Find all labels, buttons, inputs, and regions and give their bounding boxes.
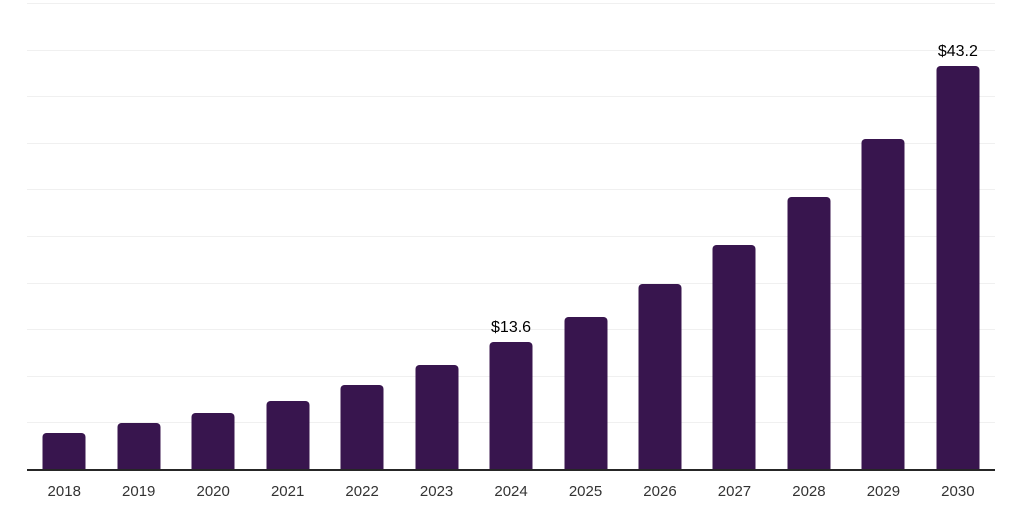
x-tick-label: 2026 — [643, 483, 677, 500]
bar — [266, 400, 310, 469]
bar-group-2026 — [623, 3, 697, 469]
bar-group-2018 — [27, 3, 101, 469]
bar — [415, 364, 459, 469]
bar-value-label: $13.6 — [491, 319, 532, 337]
bar-group-2023 — [399, 3, 473, 469]
bar-group-2019 — [101, 3, 175, 469]
bar — [117, 423, 161, 469]
bar — [340, 385, 384, 469]
x-tick-label: 2020 — [196, 483, 230, 500]
bar — [638, 284, 682, 469]
x-tick-label: 2027 — [717, 483, 752, 500]
bar — [191, 413, 235, 469]
gridline — [27, 142, 995, 144]
bar-group-2029 — [846, 3, 920, 469]
bar — [861, 139, 905, 469]
x-axis-labels: 2018 2019 2020 2021 2022 2023 2024 2025 2026 2027… — [27, 484, 995, 499]
bar — [42, 432, 86, 469]
x-tick-label: 2024 — [494, 483, 528, 500]
x-tick-label: 2028 — [792, 483, 826, 500]
x-tick-label: 2023 — [419, 483, 454, 500]
bar-group-2025 — [548, 3, 622, 469]
gridline — [27, 282, 995, 284]
bar — [936, 66, 980, 469]
bar-group-2030: $43.2 — [921, 3, 995, 469]
gridline — [27, 189, 995, 191]
gridline — [27, 236, 995, 237]
bar — [712, 245, 756, 469]
bar — [564, 317, 608, 469]
x-tick-label: 2019 — [122, 483, 156, 500]
x-tick-label: 2029 — [866, 483, 901, 500]
bar — [787, 196, 831, 469]
bar — [489, 342, 533, 469]
bars-row: $13.6 $43.2 — [27, 3, 995, 469]
bar-group-2021 — [250, 3, 324, 469]
bar-group-2024: $13.6 — [474, 3, 548, 469]
x-tick-label: 2030 — [941, 483, 975, 500]
plot-area: $13.6 $43.2 — [27, 3, 995, 469]
bar-group-2028 — [772, 3, 846, 469]
x-tick-label: 2021 — [270, 483, 305, 500]
gridline — [27, 49, 995, 51]
x-tick-label: 2025 — [568, 483, 603, 500]
gridline — [27, 329, 995, 331]
bar-group-2027 — [697, 3, 771, 469]
bar-group-2020 — [176, 3, 250, 469]
gridline — [27, 3, 995, 4]
bar-value-label: $43.2 — [937, 43, 978, 61]
x-axis-line — [27, 469, 995, 471]
x-tick-label: 2022 — [345, 483, 379, 500]
x-tick-label: 2018 — [47, 483, 81, 500]
bar-group-2022 — [325, 3, 399, 469]
gridline — [27, 96, 995, 98]
